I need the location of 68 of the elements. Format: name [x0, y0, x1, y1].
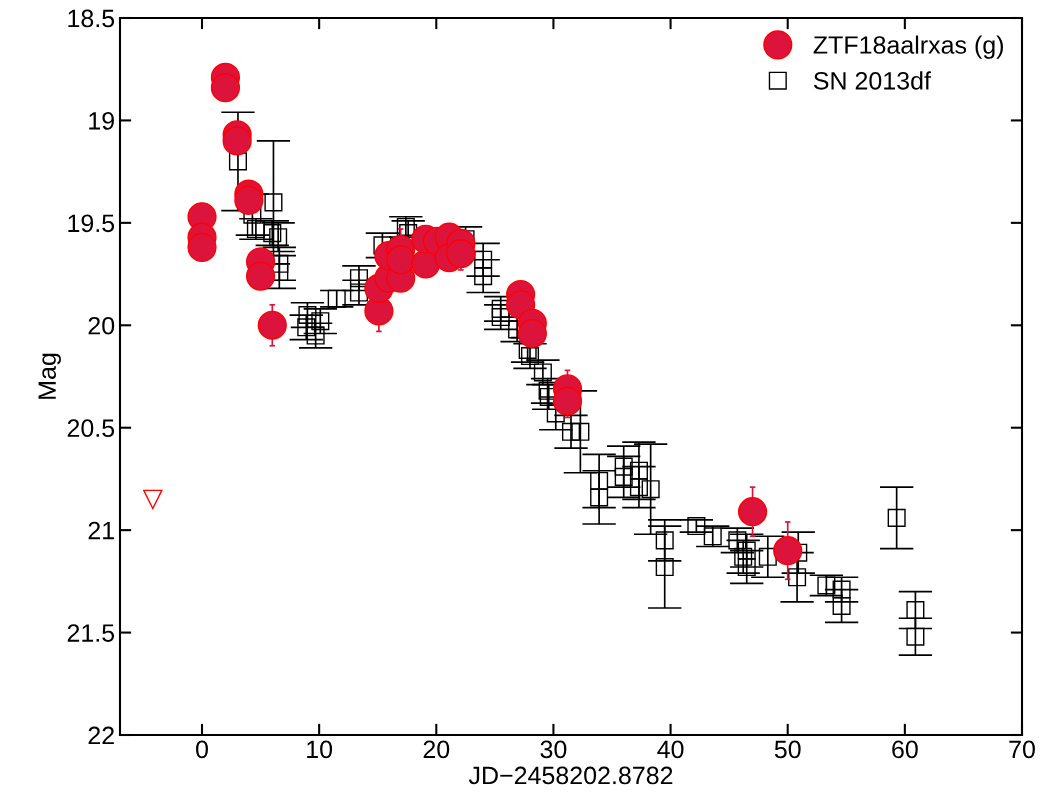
y-tick-label: 22: [88, 726, 114, 745]
x-tick-label: 20: [423, 740, 450, 759]
point: [832, 580, 851, 599]
point: [349, 269, 368, 288]
point: [737, 541, 756, 560]
x-axis-title: JD−2458202.8782: [468, 766, 673, 785]
point: [446, 239, 476, 269]
point: [143, 489, 163, 510]
x-tick-label: 40: [657, 740, 684, 759]
point: [571, 422, 590, 441]
x-tick-label: 60: [892, 740, 918, 759]
point: [832, 596, 851, 615]
point: [906, 601, 925, 620]
point: [737, 497, 768, 527]
point: [737, 557, 756, 577]
x-tick-label: 0: [196, 740, 208, 759]
point: [245, 261, 276, 291]
point: [234, 185, 264, 215]
point: [474, 250, 493, 269]
legend-label: ZTF18aalrxas (g): [813, 35, 1003, 59]
x-tick-label: 70: [1009, 740, 1035, 759]
y-tick-label: 21: [88, 521, 114, 540]
point: [298, 306, 317, 325]
x-tick-label: 50: [774, 740, 801, 759]
point: [590, 471, 609, 491]
point: [655, 557, 674, 577]
point: [887, 508, 906, 527]
y-tick-label: 21.5: [67, 624, 115, 642]
point: [187, 232, 217, 263]
point: [590, 488, 609, 507]
point: [906, 627, 925, 646]
y-tick-label: 19: [89, 112, 114, 130]
point: [687, 517, 706, 536]
point: [641, 480, 660, 499]
point: [297, 318, 316, 337]
point: [734, 547, 753, 566]
x-tick-label: 10: [307, 740, 333, 759]
point: [257, 310, 287, 340]
point: [728, 531, 747, 550]
x-tick-label: 30: [540, 740, 567, 759]
point: [517, 318, 547, 349]
point: [520, 346, 540, 366]
point: [474, 267, 493, 286]
point: [629, 461, 648, 480]
point: [491, 308, 510, 327]
y-tick-label: 20.5: [67, 419, 115, 438]
point: [561, 422, 581, 441]
point: [263, 224, 282, 243]
y-tick-label: 19.5: [68, 214, 115, 233]
legend-label: SN 2013df: [813, 71, 931, 90]
point: [311, 312, 330, 331]
y-tick-label: 20: [88, 316, 115, 335]
y-axis-title: Mag: [38, 353, 61, 399]
point: [533, 363, 552, 382]
y-tick-label: 18.5: [68, 9, 115, 28]
point: [614, 457, 633, 476]
point: [703, 527, 722, 546]
point: [788, 568, 807, 587]
point: [210, 73, 241, 103]
point: [264, 193, 283, 212]
point: [396, 217, 415, 236]
point: [629, 478, 648, 497]
point: [614, 467, 633, 486]
point: [306, 326, 325, 345]
point: [269, 228, 288, 247]
point: [655, 531, 674, 550]
point: [773, 536, 803, 566]
point: [222, 126, 252, 156]
